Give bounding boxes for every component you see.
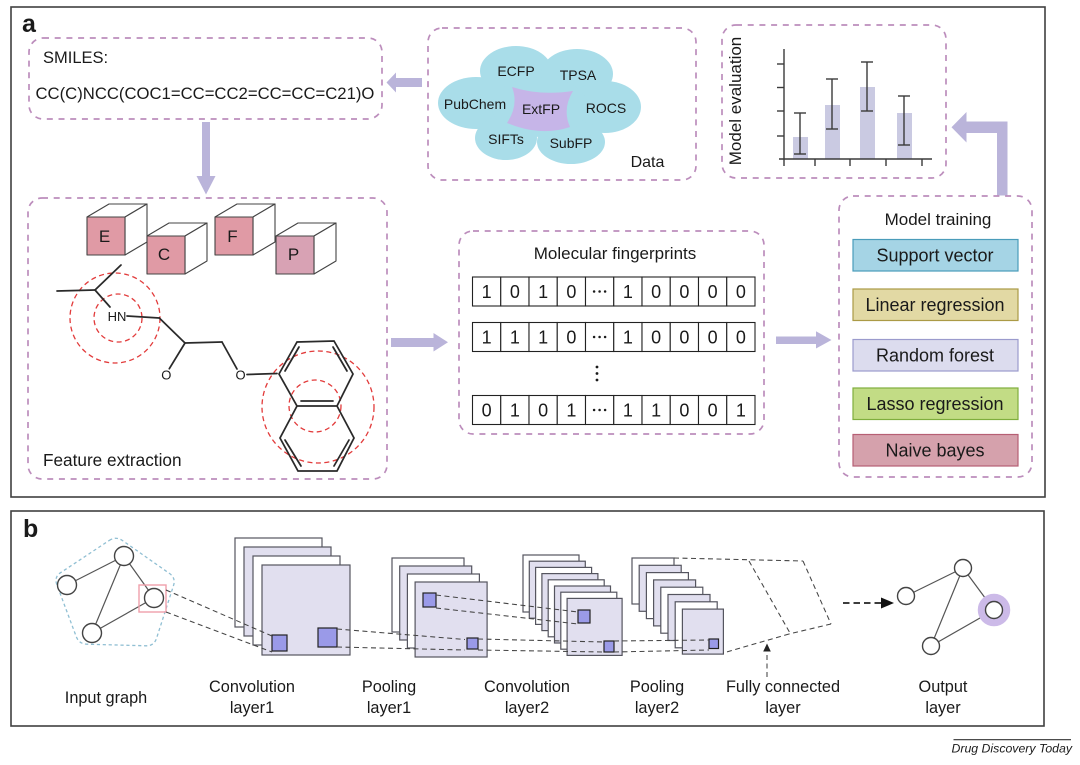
svg-text:0: 0: [566, 327, 576, 347]
svg-text:layer2: layer2: [635, 699, 679, 717]
svg-text:Feature extraction: Feature extraction: [43, 450, 182, 470]
svg-text:Naive bayes: Naive bayes: [885, 441, 984, 461]
svg-text:Support vector: Support vector: [876, 246, 993, 266]
svg-text:0: 0: [510, 282, 520, 302]
svg-text:Model training: Model training: [885, 210, 992, 229]
svg-text:0: 0: [679, 327, 689, 347]
svg-text:0: 0: [566, 282, 576, 302]
svg-text:1: 1: [623, 327, 633, 347]
svg-text:0: 0: [736, 327, 746, 347]
svg-text:C: C: [158, 245, 170, 264]
svg-text:1: 1: [538, 282, 548, 302]
svg-text:1: 1: [482, 282, 492, 302]
svg-text:layer: layer: [765, 699, 801, 717]
svg-text:Fully connected: Fully connected: [726, 678, 840, 696]
svg-text:1: 1: [623, 400, 633, 420]
svg-text:0: 0: [651, 282, 661, 302]
svg-text:Convolution: Convolution: [209, 678, 295, 696]
svg-text:0: 0: [708, 282, 718, 302]
svg-text:1: 1: [623, 282, 633, 302]
svg-text:1: 1: [510, 327, 520, 347]
svg-text:b: b: [23, 515, 38, 543]
svg-text:PubChem: PubChem: [444, 96, 506, 112]
svg-text:TPSA: TPSA: [560, 67, 597, 83]
svg-text:0: 0: [482, 400, 492, 420]
svg-text:Drug Discovery Today: Drug Discovery Today: [951, 742, 1072, 756]
svg-text:SIFTs: SIFTs: [488, 131, 524, 147]
svg-text:1: 1: [651, 400, 661, 420]
svg-text:1: 1: [566, 400, 576, 420]
svg-text:0: 0: [679, 400, 689, 420]
svg-text:0: 0: [708, 327, 718, 347]
svg-text:O: O: [161, 368, 171, 383]
svg-text:P: P: [288, 245, 299, 264]
svg-text:CC(C)NCC(COC1=CC=CC2=CC=CC=C21: CC(C)NCC(COC1=CC=CC2=CC=CC=C21)O: [36, 84, 375, 103]
svg-text:0: 0: [708, 400, 718, 420]
svg-text:1: 1: [736, 400, 746, 420]
svg-text:layer1: layer1: [230, 699, 274, 717]
svg-text:Input graph: Input graph: [65, 689, 147, 707]
svg-text:Model evaluation: Model evaluation: [726, 37, 745, 166]
svg-text:Output: Output: [919, 678, 968, 696]
svg-text:HN: HN: [108, 309, 127, 324]
svg-text:0: 0: [736, 282, 746, 302]
svg-text:O: O: [235, 368, 245, 383]
svg-text:Random forest: Random forest: [876, 346, 994, 366]
svg-text:Molecular fingerprints: Molecular fingerprints: [534, 244, 697, 263]
svg-text:a: a: [22, 10, 37, 38]
svg-text:F: F: [227, 227, 237, 246]
svg-text:Convolution: Convolution: [484, 678, 570, 696]
svg-text:Data: Data: [631, 154, 665, 171]
svg-text:layer1: layer1: [367, 699, 411, 717]
svg-text:1: 1: [482, 327, 492, 347]
svg-text:1: 1: [510, 400, 520, 420]
svg-text:1: 1: [538, 327, 548, 347]
svg-text:layer2: layer2: [505, 699, 549, 717]
svg-text:0: 0: [538, 400, 548, 420]
svg-text:0: 0: [651, 327, 661, 347]
svg-text:Linear regression: Linear regression: [865, 295, 1004, 315]
svg-text:SMILES:: SMILES:: [43, 49, 108, 67]
svg-text:E: E: [99, 227, 110, 246]
svg-text:ROCS: ROCS: [586, 100, 626, 116]
svg-text:ExtFP: ExtFP: [522, 101, 560, 117]
svg-text:0: 0: [679, 282, 689, 302]
svg-text:Pooling: Pooling: [630, 678, 684, 696]
svg-text:SubFP: SubFP: [550, 135, 593, 151]
svg-text:Lasso regression: Lasso regression: [866, 394, 1003, 414]
svg-text:ECFP: ECFP: [497, 63, 534, 79]
svg-text:layer: layer: [925, 699, 961, 717]
svg-text:Pooling: Pooling: [362, 678, 416, 696]
